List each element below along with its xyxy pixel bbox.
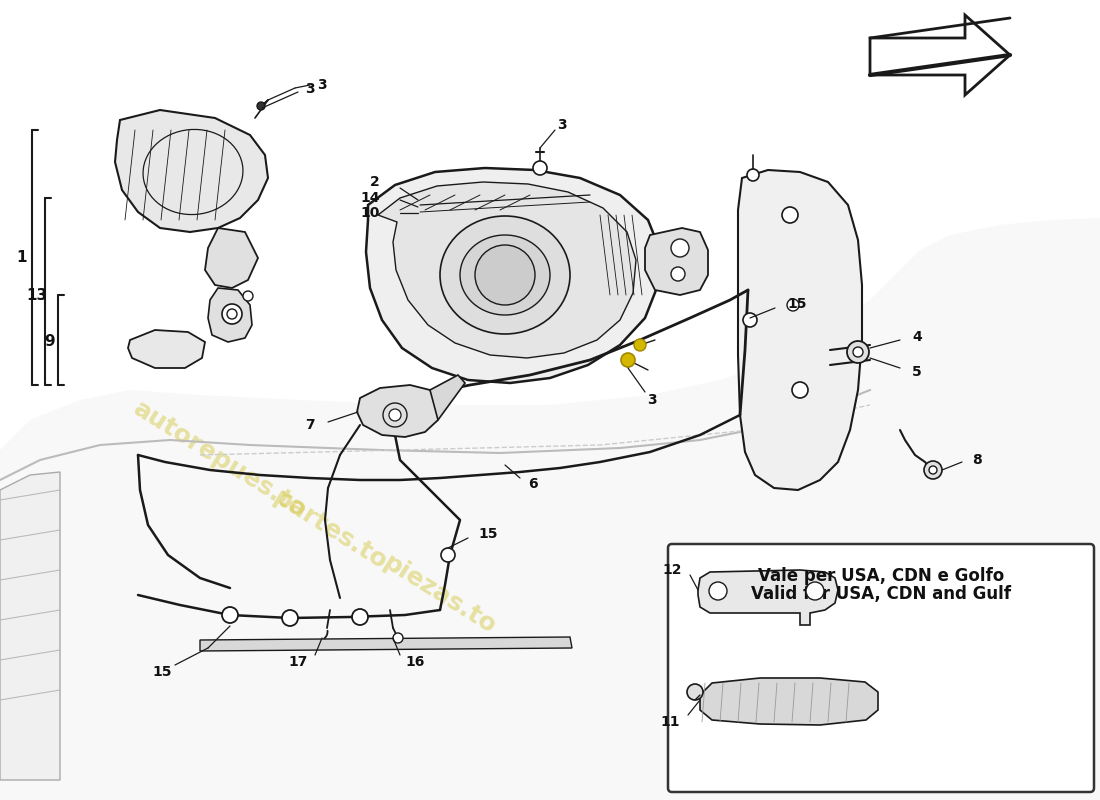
- Circle shape: [222, 304, 242, 324]
- Text: 12: 12: [662, 563, 682, 577]
- Circle shape: [688, 684, 703, 700]
- Text: 14: 14: [361, 191, 379, 205]
- Polygon shape: [0, 218, 1100, 800]
- Text: 2: 2: [371, 175, 380, 189]
- Text: piezas.to: piezas.to: [379, 550, 500, 639]
- Polygon shape: [645, 228, 708, 295]
- Text: 16: 16: [405, 655, 425, 669]
- Circle shape: [930, 466, 937, 474]
- Text: 6: 6: [528, 477, 538, 491]
- Text: 3: 3: [647, 393, 657, 407]
- Polygon shape: [205, 228, 258, 288]
- Circle shape: [747, 169, 759, 181]
- Circle shape: [475, 245, 535, 305]
- Circle shape: [847, 341, 869, 363]
- Polygon shape: [430, 375, 465, 420]
- Text: 15: 15: [152, 665, 172, 679]
- Text: Valid for USA, CDN and Gulf: Valid for USA, CDN and Gulf: [751, 585, 1011, 603]
- Text: 15: 15: [478, 527, 497, 541]
- Text: 5: 5: [912, 365, 922, 379]
- Text: 4: 4: [912, 330, 922, 344]
- Circle shape: [852, 347, 864, 357]
- Circle shape: [710, 582, 727, 600]
- Circle shape: [786, 299, 799, 311]
- Circle shape: [671, 239, 689, 257]
- Ellipse shape: [440, 216, 570, 334]
- Polygon shape: [700, 678, 878, 725]
- Polygon shape: [358, 385, 440, 437]
- Polygon shape: [116, 110, 268, 232]
- Polygon shape: [208, 288, 252, 342]
- Text: 15: 15: [786, 297, 806, 311]
- Text: 3: 3: [317, 78, 327, 92]
- Text: 3: 3: [558, 118, 566, 132]
- Circle shape: [352, 609, 368, 625]
- Polygon shape: [366, 168, 660, 383]
- Circle shape: [257, 102, 265, 110]
- Circle shape: [621, 353, 635, 367]
- Circle shape: [924, 461, 942, 479]
- Circle shape: [282, 610, 298, 626]
- Text: 8: 8: [972, 453, 981, 467]
- Text: 3: 3: [305, 82, 315, 96]
- Circle shape: [792, 382, 808, 398]
- Circle shape: [782, 207, 797, 223]
- Polygon shape: [698, 570, 838, 625]
- Circle shape: [222, 607, 238, 623]
- Circle shape: [634, 339, 646, 351]
- Circle shape: [441, 548, 455, 562]
- Text: Vale per USA, CDN e Golfo: Vale per USA, CDN e Golfo: [758, 567, 1004, 585]
- Text: 17: 17: [288, 655, 308, 669]
- Text: 13: 13: [26, 287, 47, 302]
- Text: 11: 11: [660, 715, 680, 729]
- Polygon shape: [200, 637, 572, 651]
- Text: 1: 1: [16, 250, 28, 266]
- FancyBboxPatch shape: [668, 544, 1094, 792]
- Polygon shape: [738, 170, 862, 490]
- Text: 7: 7: [306, 418, 315, 432]
- Polygon shape: [870, 15, 1010, 95]
- Circle shape: [383, 403, 407, 427]
- Circle shape: [389, 409, 402, 421]
- Circle shape: [393, 633, 403, 643]
- Polygon shape: [128, 330, 205, 368]
- Circle shape: [806, 582, 824, 600]
- Circle shape: [243, 291, 253, 301]
- Circle shape: [742, 313, 757, 327]
- Text: 9: 9: [45, 334, 55, 350]
- Text: partes.to: partes.to: [268, 486, 392, 574]
- Ellipse shape: [460, 235, 550, 315]
- Polygon shape: [378, 182, 636, 358]
- Circle shape: [671, 267, 685, 281]
- Polygon shape: [0, 472, 60, 780]
- Text: 10: 10: [361, 206, 379, 220]
- Circle shape: [534, 161, 547, 175]
- Circle shape: [227, 309, 236, 319]
- Text: autorepues.to: autorepues.to: [129, 397, 311, 523]
